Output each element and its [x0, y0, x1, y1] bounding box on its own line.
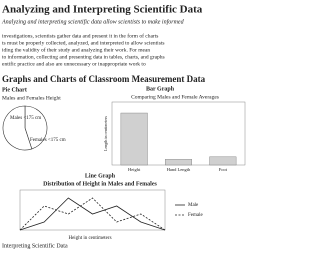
- paragraph-line: to information, collecting and presentin…: [2, 53, 165, 60]
- title: Analyzing and Interpreting Scientific Da…: [2, 4, 203, 16]
- paragraph-line: entific practice and also are unnecessar…: [2, 60, 146, 67]
- page: Analyzing and Interpreting Scientific Da…: [1, 3, 246, 250]
- pie-slice: [24, 105, 48, 150]
- bar-title: Bar Graph: [146, 86, 175, 92]
- paragraph-line: ts must be properly collected, analyzed,…: [2, 40, 165, 46]
- plot-area: [19, 189, 166, 231]
- pie-slice: [2, 105, 33, 151]
- section-heading: Graphs and Charts of Classroom Measureme…: [2, 74, 206, 84]
- line: [19, 197, 166, 231]
- subtitle: Analyzing and interpreting scientific da…: [1, 18, 185, 25]
- x-tick-label: Hand Length: [167, 167, 191, 172]
- pie-label: Females <175 cm: [30, 138, 66, 143]
- paragraph-line: investigations, scientists gather data a…: [2, 32, 158, 39]
- y-label: Length in centimeters: [103, 116, 108, 151]
- paragraph-line: iding the validity of their study and an…: [2, 46, 150, 53]
- bar: [209, 156, 237, 166]
- x-label: Height in centimeters: [68, 236, 111, 241]
- bar-subtitle: Comparing Males and Female Averages: [131, 94, 219, 100]
- bar: [164, 159, 192, 166]
- legend-label: Male: [188, 203, 199, 208]
- document: Analyzing and Interpreting Scientific Da…: [1, 4, 246, 249]
- x-tick-label: Foot: [219, 167, 228, 172]
- line: [19, 197, 166, 231]
- line-title: Line Graph: [85, 173, 116, 179]
- x-tick-label: Height: [128, 167, 141, 172]
- legend-label: Female: [188, 213, 203, 218]
- pie-subtitle: Males and Females Height: [2, 95, 61, 101]
- pie-label: Males <175 cm: [10, 116, 41, 121]
- bar: [120, 112, 148, 166]
- line-subtitle: Distribution of Height in Males and Fema…: [43, 181, 157, 187]
- footer: Interpreting Scientific Data: [2, 242, 68, 249]
- pie-title: Pie Chart: [2, 87, 27, 93]
